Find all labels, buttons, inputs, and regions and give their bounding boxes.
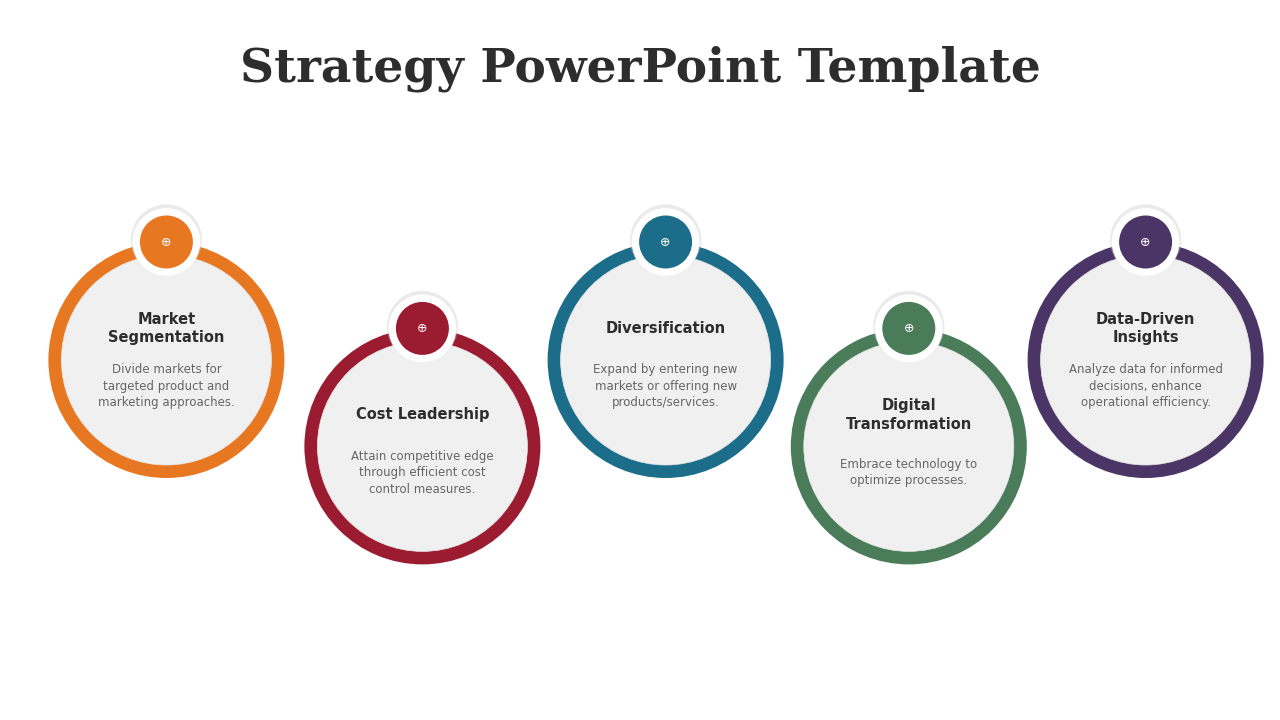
Text: Digital
Transformation: Digital Transformation (846, 398, 972, 432)
Text: ⊕: ⊕ (161, 235, 172, 248)
Text: Market
Segmentation: Market Segmentation (109, 312, 224, 346)
Text: Diversification: Diversification (605, 321, 726, 336)
Text: Embrace technology to
optimize processes.: Embrace technology to optimize processes… (840, 458, 978, 487)
Text: Data-Driven
Insights: Data-Driven Insights (1096, 312, 1196, 346)
Text: ⊕: ⊕ (660, 235, 671, 248)
Text: Divide markets for
targeted product and
marketing approaches.: Divide markets for targeted product and … (99, 364, 234, 409)
Text: Cost Leadership: Cost Leadership (356, 408, 489, 423)
Text: ⊕: ⊕ (417, 322, 428, 335)
Text: ⊕: ⊕ (904, 322, 914, 335)
Text: Strategy PowerPoint Template: Strategy PowerPoint Template (239, 45, 1041, 91)
Text: Expand by entering new
markets or offering new
products/services.: Expand by entering new markets or offeri… (594, 364, 737, 409)
Text: Attain competitive edge
through efficient cost
control measures.: Attain competitive edge through efficien… (351, 450, 494, 495)
Text: Analyze data for informed
decisions, enhance
operational efficiency.: Analyze data for informed decisions, enh… (1069, 364, 1222, 409)
Text: ⊕: ⊕ (1140, 235, 1151, 248)
